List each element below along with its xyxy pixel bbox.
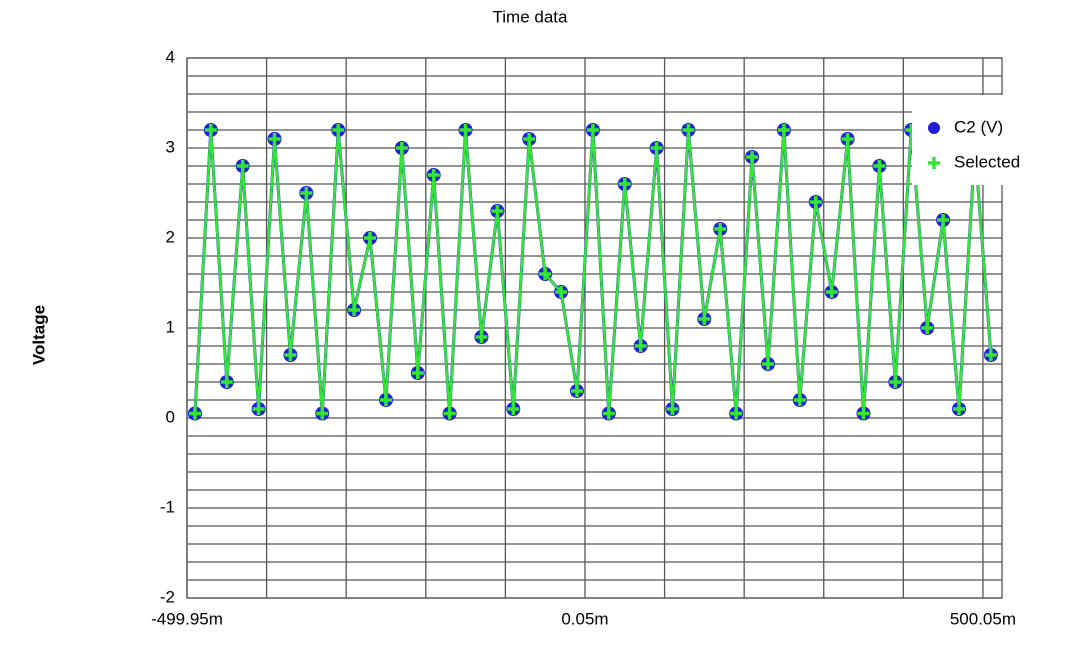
point xyxy=(857,407,870,420)
legend-swatch xyxy=(928,157,940,169)
point xyxy=(379,394,392,406)
point xyxy=(889,376,902,388)
point xyxy=(523,133,536,145)
point xyxy=(364,232,377,244)
x-tick-label: -499.95m xyxy=(151,609,223,628)
point xyxy=(220,376,233,388)
point xyxy=(984,349,997,361)
point xyxy=(730,407,743,420)
point xyxy=(316,407,329,420)
legend-label: C2 (V) xyxy=(954,117,1003,136)
chart-title: Time data xyxy=(493,7,569,26)
point xyxy=(698,313,711,325)
y-axis-label: Voltage xyxy=(29,305,48,365)
legend: C2 (V) Selected xyxy=(912,95,1060,185)
point xyxy=(252,403,265,415)
point xyxy=(634,340,647,352)
y-tick-label: 1 xyxy=(166,317,175,336)
point xyxy=(332,124,345,136)
point xyxy=(682,124,695,136)
point xyxy=(841,133,854,145)
point xyxy=(953,403,966,415)
legend-swatch xyxy=(928,122,940,134)
point xyxy=(268,133,281,145)
point xyxy=(459,124,472,136)
point xyxy=(491,205,504,217)
point xyxy=(746,151,759,163)
point xyxy=(427,169,440,181)
point xyxy=(284,349,297,361)
point xyxy=(825,286,838,298)
y-tick-label: 2 xyxy=(166,227,175,246)
point xyxy=(873,160,886,172)
point xyxy=(204,124,217,136)
point xyxy=(793,394,806,406)
point xyxy=(443,407,456,420)
point xyxy=(650,142,663,154)
point xyxy=(188,407,201,420)
point xyxy=(300,187,313,199)
point xyxy=(539,268,552,280)
point xyxy=(555,286,568,298)
point xyxy=(809,196,822,208)
point xyxy=(666,403,679,415)
point xyxy=(395,142,408,154)
x-tick-label: 500.05m xyxy=(950,609,1016,628)
point xyxy=(586,124,599,136)
point xyxy=(602,407,615,420)
point xyxy=(570,385,583,397)
y-tick-label: 3 xyxy=(166,137,175,156)
point xyxy=(507,403,520,415)
point xyxy=(348,304,361,316)
point xyxy=(475,331,488,343)
y-tick-label: 4 xyxy=(166,47,175,66)
point xyxy=(937,214,950,226)
legend-box xyxy=(912,95,1060,185)
point xyxy=(236,160,249,172)
point xyxy=(777,124,790,136)
point xyxy=(618,178,631,190)
point xyxy=(411,367,424,379)
y-tick-label: -2 xyxy=(160,587,175,606)
legend-label: Selected xyxy=(954,152,1020,171)
x-tick-label: 0.05m xyxy=(561,609,608,628)
y-tick-label: -1 xyxy=(160,497,175,516)
point xyxy=(761,358,774,370)
y-tick-label: 0 xyxy=(166,407,175,426)
point xyxy=(714,223,727,235)
point xyxy=(921,322,934,334)
